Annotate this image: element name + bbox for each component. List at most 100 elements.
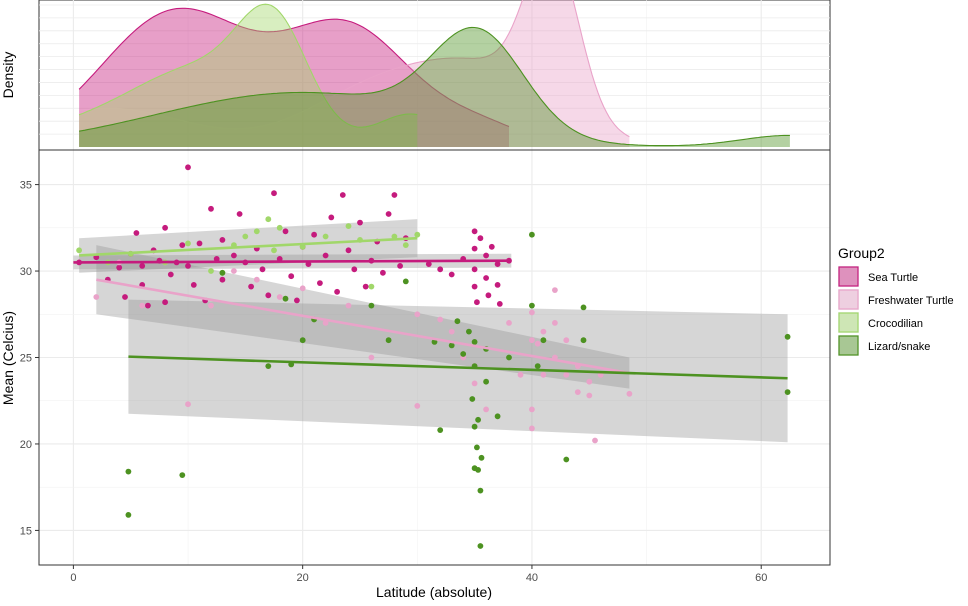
point-sea-turtle (294, 297, 300, 304)
point-sea-turtle (385, 211, 392, 217)
point-freshwater-turtle (299, 285, 306, 292)
point-sea-turtle (471, 245, 478, 252)
point-freshwater-turtle (448, 328, 455, 335)
point-freshwater-turtle (322, 320, 329, 326)
point-lizard-snake (784, 333, 791, 340)
point-freshwater-turtle (93, 294, 100, 300)
point-lizard-snake (219, 269, 226, 276)
density-panel-background (38, 0, 831, 151)
fit-line-lizard-snake (128, 355, 788, 380)
point-lizard-snake (580, 304, 587, 311)
point-sea-turtle (483, 252, 489, 259)
point-sea-turtle (474, 299, 480, 306)
point-lizard-snake (475, 467, 481, 473)
legend-swatch-sea-turtle (838, 266, 859, 287)
point-sea-turtle (219, 237, 226, 243)
density-line-crocodilian (78, 3, 418, 128)
point-lizard-snake (125, 468, 132, 475)
point-sea-turtle (488, 243, 495, 250)
point-sea-turtle (208, 205, 214, 212)
y-tick-label: 20 (20, 439, 32, 451)
point-crocodilian (253, 228, 260, 235)
point-sea-turtle (437, 266, 444, 273)
y-tick-label: 25 (20, 353, 32, 365)
point-sea-turtle (397, 263, 403, 269)
point-sea-turtle (185, 263, 191, 269)
density-area-lizard-snake (79, 27, 790, 147)
point-sea-turtle (162, 299, 169, 306)
point-freshwater-turtle (626, 390, 633, 397)
legend-swatch-crocodilian (838, 312, 859, 333)
point-sea-turtle (139, 263, 146, 269)
point-sea-turtle (345, 247, 352, 254)
point-lizard-snake (460, 351, 467, 357)
point-sea-turtle (133, 230, 140, 236)
y-axis-ticks: 15 20 25 30 35 (20, 180, 39, 537)
legend: Group2 Sea Turtle Freshwater Turtle Crocod… (838, 245, 954, 356)
y-tick-label: 35 (20, 180, 32, 192)
point-sea-turtle (248, 283, 255, 290)
y-axis-label: Mean (Celcius) (0, 311, 16, 405)
point-lizard-snake (471, 339, 478, 345)
legend-label-freshwater-turtle: Freshwater Turtle (868, 295, 954, 307)
point-lizard-snake (477, 543, 484, 549)
legend-title: Group2 (838, 245, 885, 261)
point-sea-turtle (259, 266, 266, 273)
point-freshwater-turtle (534, 340, 541, 347)
point-lizard-snake (402, 278, 409, 285)
point-sea-turtle (334, 288, 340, 295)
point-freshwater-turtle (139, 302, 146, 309)
point-sea-turtle (265, 292, 272, 299)
point-sea-turtle (494, 261, 501, 267)
x-tick-label: 60 (755, 572, 767, 584)
density-axis-label: Density (0, 52, 16, 99)
point-freshwater-turtle (437, 316, 444, 323)
point-freshwater-turtle (483, 406, 489, 413)
point-sea-turtle (357, 219, 363, 226)
point-lizard-snake (385, 337, 392, 344)
legend-key-background (838, 266, 859, 287)
point-lizard-snake (179, 472, 186, 478)
point-crocodilian (76, 247, 82, 254)
x-axis-label: Latitude (absolute) (376, 584, 492, 600)
legend-label-sea-turtle: Sea Turtle (868, 272, 918, 284)
point-lizard-snake (299, 337, 306, 344)
point-freshwater-turtle (563, 371, 570, 378)
point-sea-turtle (179, 242, 186, 249)
point-sea-turtle (494, 282, 501, 288)
point-lizard-snake (474, 444, 480, 451)
point-sea-turtle (219, 276, 226, 283)
density-line-freshwater-turtle (79, 0, 630, 138)
point-sea-turtle (271, 190, 277, 197)
point-lizard-snake (494, 413, 501, 420)
point-freshwater-turtle (253, 276, 260, 283)
point-freshwater-turtle (552, 320, 558, 326)
point-crocodilian (402, 242, 409, 249)
point-freshwater-turtle (529, 337, 535, 344)
point-sea-turtle (380, 269, 386, 276)
density-area-crocodilian (79, 4, 418, 148)
point-lizard-snake (506, 354, 512, 361)
point-crocodilian (391, 233, 398, 240)
point-freshwater-turtle (208, 302, 214, 309)
point-lizard-snake (477, 487, 484, 494)
point-sea-turtle (213, 256, 220, 262)
point-sea-turtle (236, 211, 243, 217)
legend-label-lizard-snake: Lizard/snake (868, 341, 930, 353)
point-crocodilian (208, 268, 214, 274)
point-lizard-snake (563, 456, 570, 463)
point-lizard-snake (437, 427, 444, 433)
point-freshwater-turtle (540, 328, 547, 335)
point-freshwater-turtle (540, 371, 547, 378)
point-lizard-snake (475, 416, 481, 423)
point-freshwater-turtle (586, 378, 593, 385)
point-sea-turtle (185, 164, 191, 171)
density-grid (39, 0, 830, 150)
point-lizard-snake (784, 389, 791, 395)
point-sea-turtle (122, 294, 128, 300)
point-crocodilian (368, 283, 375, 290)
point-freshwater-turtle (563, 337, 570, 344)
point-sea-turtle (471, 283, 478, 290)
point-sea-turtle (496, 301, 503, 307)
